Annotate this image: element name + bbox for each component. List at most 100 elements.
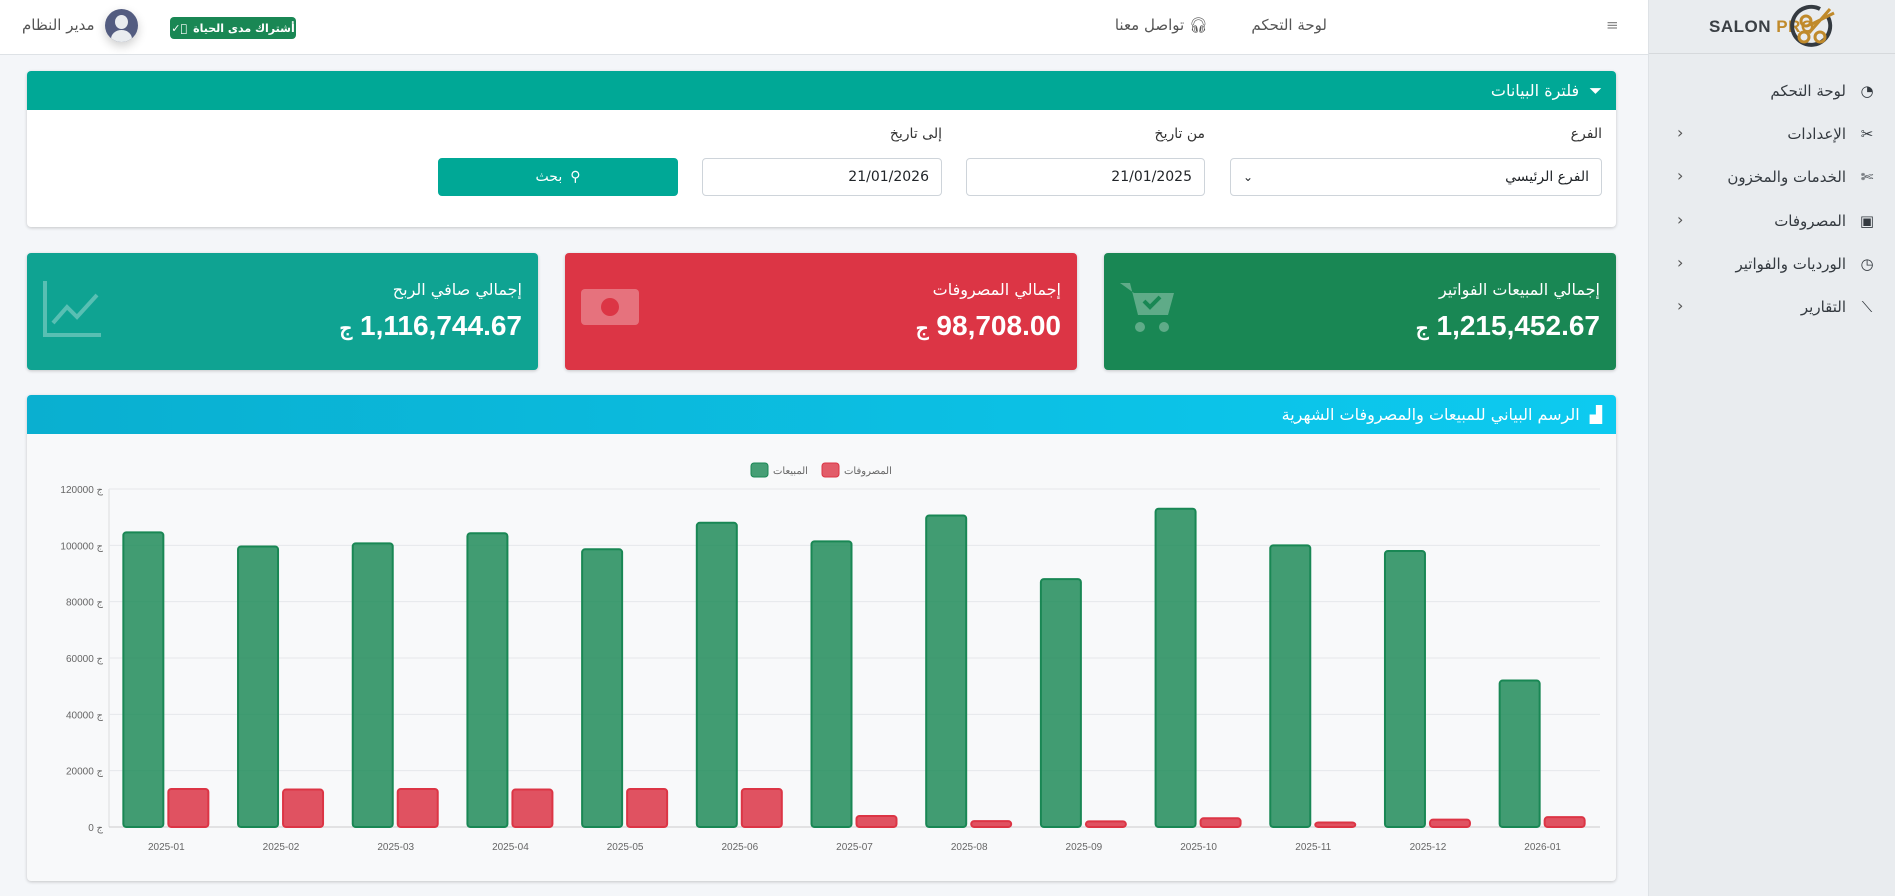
sidebar-item-reports[interactable]: ⟋ التقارير ‹: [1649, 288, 1895, 326]
chart-title: الرسم البياني للمبيعات والمصروفات الشهري…: [1281, 405, 1580, 424]
sidebar-item-services[interactable]: ✄ الخدمات والمخزون ‹: [1649, 158, 1895, 196]
cart-icon: [1120, 283, 1174, 332]
x-tick-label: 2025-04: [492, 842, 529, 853]
sidebar-item-label: الخدمات والمخزون: [1727, 168, 1846, 186]
x-tick-label: 2025-05: [607, 842, 644, 853]
expenses-bar: [282, 788, 325, 828]
x-tick-label: 2025-06: [721, 842, 758, 853]
nav-dashboard-link[interactable]: لوحة التحكم: [1251, 16, 1327, 34]
y-tick-label: ج 100000: [60, 541, 103, 552]
sidebar-item-label: المصروفات: [1774, 212, 1846, 230]
stat-title: إجمالي المصروفات: [932, 280, 1061, 299]
expenses-bar: [1428, 818, 1471, 828]
filter-title: فلترة البيانات: [1490, 81, 1580, 100]
filter-card: ⏷ فلترة البيانات الفرع من تاريخ إلى تاريخ…: [27, 71, 1616, 227]
branch-label: الفرع: [1570, 126, 1602, 142]
subscription-badge: أشتراك مدى الحياة ✓⃝: [170, 17, 296, 39]
sales-bar: [1154, 507, 1197, 828]
sidebar: SALON PRO ◔ لوحة التحكم ✂ الإعدادات ‹ ✄ الخد…: [1648, 0, 1895, 896]
expenses-bar: [511, 788, 554, 828]
sales-bar: [925, 514, 968, 829]
legend-label: المصروفات: [844, 466, 892, 477]
stat-card-profit: إجمالي صافي الربح 1,116,744.67 ج: [27, 253, 538, 370]
sidebar-item-expenses[interactable]: ▣ المصروفات ‹: [1649, 202, 1895, 240]
stat-value: 1,215,452.67 ج: [1415, 310, 1600, 341]
sidebar-item-settings[interactable]: ✂ الإعدادات ‹: [1649, 115, 1895, 153]
logo[interactable]: SALON PRO: [1649, 0, 1895, 54]
y-tick-label: ج 40000: [66, 710, 104, 721]
search-button[interactable]: ⚲ بحث: [438, 158, 678, 196]
to-date-value: 21/01/2026: [848, 169, 929, 185]
sidebar-item-shifts[interactable]: ◷ الورديات والفواتير ‹: [1649, 245, 1895, 283]
expenses-bar: [1314, 821, 1357, 829]
expenses-bar: [626, 787, 669, 829]
chevron-left-icon: ‹: [1677, 210, 1684, 229]
clock-icon: ◷: [1860, 255, 1874, 273]
to-date-input[interactable]: 21/01/2026: [702, 158, 942, 196]
sidebar-item-dashboard[interactable]: ◔ لوحة التحكم: [1649, 72, 1895, 110]
badge-label: أشتراك مدى الحياة: [193, 21, 295, 35]
scissors-icon: ✄: [1860, 168, 1874, 186]
expenses-bar: [970, 820, 1013, 828]
sidebar-item-label: الإعدادات: [1787, 125, 1846, 143]
sales-bar: [122, 531, 165, 828]
nav-contact-link[interactable]: 🎧︎ تواصل معنا: [1115, 16, 1208, 34]
x-tick-label: 2026-01: [1524, 842, 1561, 853]
gauge-icon: ◔: [1860, 82, 1874, 100]
filter-card-header: ⏷ فلترة البيانات: [27, 71, 1616, 110]
chart-line-icon: [43, 281, 101, 337]
expenses-bar: [740, 787, 783, 829]
expenses-bar: [855, 815, 898, 829]
sales-bar: [237, 545, 280, 829]
from-date-label: من تاريخ: [1154, 126, 1205, 142]
expenses-bar: [167, 787, 210, 829]
x-tick-label: 2025-03: [377, 842, 414, 853]
chevron-left-icon: ‹: [1677, 296, 1684, 315]
x-tick-label: 2025-12: [1410, 842, 1447, 853]
legend-swatch: [821, 462, 840, 478]
x-tick-label: 2025-09: [1066, 842, 1103, 853]
search-label: بحث: [535, 169, 563, 185]
stat-card-expenses: إجمالي المصروفات 98,708.00 ج: [565, 253, 1077, 370]
expenses-bar: [1199, 817, 1242, 829]
y-tick-label: ج 60000: [66, 654, 104, 665]
y-tick-label: ج 80000: [66, 598, 104, 609]
user-name[interactable]: مدير النظام: [22, 16, 95, 34]
chart-card-header: ▟ الرسم البياني للمبيعات والمصروفات الشهر…: [27, 395, 1616, 434]
chart-card: ▟ الرسم البياني للمبيعات والمصروفات الشهر…: [27, 395, 1616, 881]
bar-chart-icon: ▟: [1589, 405, 1602, 424]
hamburger-icon[interactable]: ≡: [1606, 16, 1619, 34]
stat-value: 98,708.00 ج: [915, 310, 1061, 341]
from-date-value: 21/01/2025: [1111, 169, 1192, 185]
sales-bar: [1039, 578, 1082, 828]
sales-bar: [695, 521, 738, 829]
x-tick-label: 2025-11: [1295, 842, 1331, 853]
x-tick-label: 2025-08: [951, 842, 988, 853]
tools-icon: ✂: [1860, 125, 1874, 143]
stat-title: إجمالي صافي الربح: [392, 280, 522, 299]
to-date-label: إلى تاريخ: [889, 126, 942, 142]
sidebar-item-label: لوحة التحكم: [1770, 82, 1846, 100]
headset-icon: 🎧︎: [1188, 16, 1208, 34]
legend-label: المبيعات: [773, 466, 808, 477]
branch-value: الفرع الرئيسي: [1505, 169, 1589, 185]
y-tick-label: ج 20000: [66, 767, 104, 778]
expenses-bar: [1084, 820, 1127, 829]
sales-bar: [1498, 679, 1541, 828]
stat-title: إجمالي المبيعات الفواتير: [1439, 280, 1600, 299]
expenses-bar: [396, 787, 439, 829]
sidebar-item-label: الورديات والفواتير: [1735, 255, 1846, 273]
y-tick-label: ج 0: [88, 823, 103, 834]
chevron-down-icon: ⌄: [1243, 170, 1254, 184]
chevron-left-icon: ‹: [1677, 253, 1684, 272]
x-tick-label: 2025-01: [148, 842, 185, 853]
sidebar-item-label: التقارير: [1800, 298, 1846, 316]
avatar[interactable]: [105, 9, 138, 42]
sales-bar: [466, 532, 509, 828]
filter-icon: ⏷: [1589, 80, 1602, 100]
money-bill-icon: [581, 289, 639, 325]
stat-value: 1,116,744.67 ج: [339, 310, 522, 341]
sales-bar: [810, 540, 853, 828]
from-date-input[interactable]: 21/01/2025: [966, 158, 1205, 196]
branch-select[interactable]: الفرع الرئيسي ⌄: [1230, 158, 1602, 196]
